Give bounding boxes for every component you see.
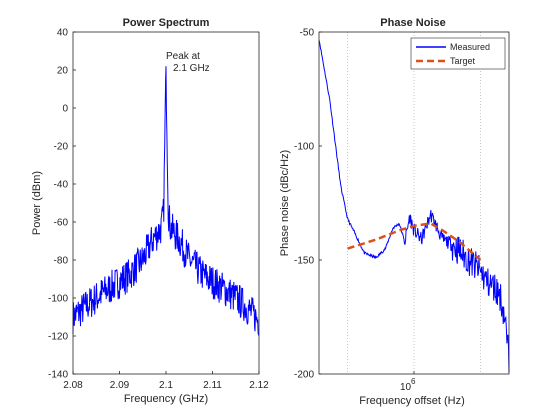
x-tick-label: 2.1	[159, 380, 173, 391]
x-tick-label: 2.12	[249, 380, 269, 391]
power-spectrum-ylabel: Power (dBm)	[31, 171, 43, 235]
x-tick-label: 2.09	[110, 380, 130, 391]
y-tick-label: -80	[54, 256, 69, 267]
target-line	[347, 222, 482, 261]
y-tick-label: 40	[57, 28, 69, 39]
y-tick-label: -120	[48, 332, 68, 343]
phase-noise-xlabel: Frequency offset (Hz)	[359, 395, 465, 407]
y-tick-label: -100	[48, 294, 68, 305]
y-tick-label: -200	[294, 370, 314, 381]
x-tick-label-base: 10	[400, 382, 412, 393]
power-spectrum-axes: 2.08 2.09 2.1 2.11 2.12 -140 -120 -100 -80 -60 -4…	[31, 17, 269, 405]
power-spectrum-x-ticks: 2.08 2.09 2.1 2.11 2.12	[63, 371, 269, 391]
y-tick-label: -60	[54, 218, 69, 229]
power-spectrum-line	[72, 66, 260, 336]
phase-noise-x-ticks: 10 6	[400, 371, 416, 393]
phase-noise-grid	[347, 32, 481, 374]
y-tick-label: 0	[62, 104, 68, 115]
phase-noise-ylabel: Phase noise (dBc/Hz)	[279, 150, 291, 256]
x-tick-label: 2.08	[63, 380, 83, 391]
phase-noise-axes: -200 -150 -100 -50 10 6 Phase Noise Frequen…	[279, 17, 510, 407]
peak-annotation-line1: Peak at	[166, 51, 200, 62]
y-tick-label: 20	[57, 66, 69, 77]
legend-label-measured: Measured	[450, 42, 490, 52]
peak-annotation-line2: 2.1 GHz	[173, 63, 210, 74]
x-tick-label-exponent: 6	[411, 377, 416, 386]
phase-noise-title: Phase Noise	[380, 17, 445, 29]
phase-noise-y-ticks: -200 -150 -100 -50	[294, 28, 322, 381]
y-tick-label: -100	[294, 142, 314, 153]
y-tick-label: -20	[54, 142, 69, 153]
x-tick-label: 2.11	[203, 380, 222, 391]
y-tick-label: -40	[54, 180, 69, 191]
y-tick-label: -140	[48, 370, 68, 381]
legend: Measured Target	[410, 37, 506, 70]
legend-label-target: Target	[450, 56, 476, 66]
power-spectrum-y-ticks: -140 -120 -100 -80 -60 -40 -20 0 20 40	[48, 28, 76, 381]
y-tick-label: -50	[300, 28, 315, 39]
power-spectrum-xlabel: Frequency (GHz)	[124, 393, 208, 405]
power-spectrum-title: Power Spectrum	[123, 17, 210, 29]
y-tick-label: -150	[294, 256, 314, 267]
